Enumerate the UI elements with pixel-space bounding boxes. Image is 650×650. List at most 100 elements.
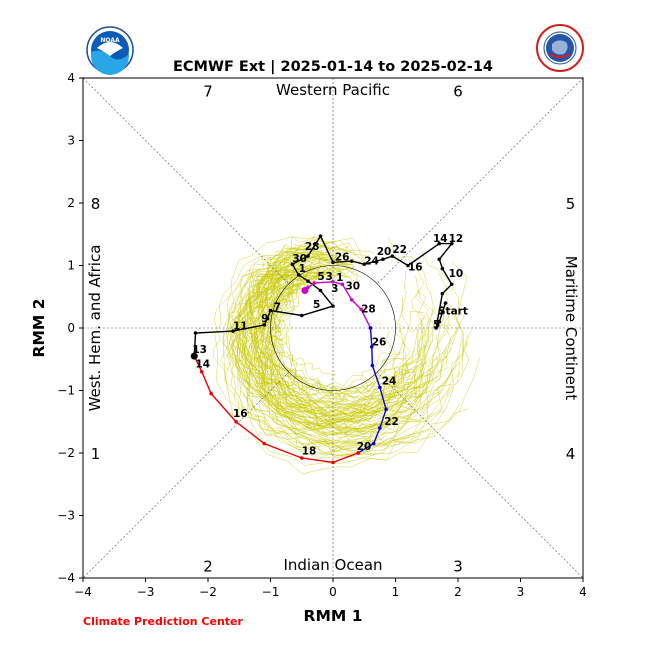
- x-tick-label: −1: [262, 585, 280, 599]
- series-point: [378, 385, 382, 390]
- phase-number-label: 8: [91, 195, 101, 213]
- series-point: [290, 262, 295, 267]
- ensemble-spaghetti: [212, 235, 480, 475]
- phase-number-label: 3: [453, 558, 463, 576]
- series-point: [390, 254, 395, 258]
- day-label: 10: [449, 268, 464, 280]
- series-point: [234, 419, 238, 424]
- trajectory-series: [190, 234, 454, 465]
- day-label: 16: [233, 408, 248, 420]
- unit-circle: [270, 265, 396, 391]
- forecast-start-marker: [301, 287, 309, 294]
- ensemble-member: [237, 244, 421, 452]
- series-point: [318, 288, 323, 293]
- ensemble-member: [227, 237, 430, 455]
- series-point: [349, 298, 354, 302]
- region-label-left: West. Hem. and Africa: [86, 245, 104, 412]
- ensemble-member: [223, 252, 480, 461]
- y-tick-label: 4: [67, 71, 75, 85]
- ensemble-member: [270, 276, 426, 396]
- region-label-top: Western Pacific: [276, 81, 390, 99]
- series-point: [362, 262, 367, 267]
- day-label: 16: [408, 262, 423, 274]
- day-label: 7: [274, 302, 281, 314]
- day-label: 20: [377, 246, 392, 258]
- ensemble-member: [236, 262, 468, 448]
- series-point: [440, 291, 445, 296]
- ensemble-member: [244, 262, 410, 417]
- diagonal-line: [376, 77, 584, 285]
- x-tick-label: 1: [392, 585, 400, 599]
- phase-number-label: 5: [566, 195, 576, 213]
- series-point: [434, 326, 438, 330]
- x-tick-label: 3: [517, 585, 525, 599]
- y-tick-label: −3: [57, 509, 75, 523]
- series-point: [449, 282, 454, 287]
- region-labels: Western Pacific Indian Ocean West. Hem. an…: [86, 81, 580, 574]
- day-label: 1: [336, 272, 343, 284]
- day-label: 5: [313, 299, 320, 311]
- ensemble-member: [214, 235, 469, 466]
- series-point: [437, 241, 442, 246]
- ensemble-member: [248, 270, 429, 430]
- ensemble-member: [222, 245, 468, 455]
- y-tick-label: −1: [57, 384, 75, 398]
- ensemble-member: [239, 262, 460, 439]
- day-label: 18: [302, 445, 317, 457]
- day-label: 26: [372, 337, 387, 349]
- ensemble-member: [233, 255, 447, 424]
- forecast-segment-red: [193, 355, 359, 464]
- noaa-logo: NOAA: [86, 26, 134, 75]
- day-label: 9: [261, 313, 268, 325]
- series-point: [406, 263, 410, 268]
- ensemble-member: [254, 257, 402, 412]
- y-tick-label: 0: [67, 321, 75, 335]
- day-label: 26: [335, 252, 350, 264]
- day-label: 20: [357, 441, 372, 453]
- phase-number-labels: 7 68 51 42 3: [91, 83, 576, 576]
- ensemble-member: [229, 242, 422, 424]
- credit-text: Climate Prediction Center: [83, 615, 243, 628]
- day-label: 13: [192, 344, 207, 356]
- series-point: [370, 363, 375, 368]
- day-label: 5: [433, 319, 440, 331]
- phase-number-label: 1: [91, 445, 101, 463]
- phase-guides: [82, 77, 584, 579]
- day-label: 14: [433, 233, 448, 245]
- day-label: 5: [317, 271, 324, 283]
- ensemble-member: [248, 251, 395, 435]
- y-tick-label: −2: [57, 446, 75, 460]
- phase-number-label: 6: [453, 83, 463, 101]
- x-tick-label: 4: [579, 585, 587, 599]
- series-point: [262, 323, 267, 327]
- series-point: [359, 307, 363, 312]
- x-tick-label: −3: [137, 585, 155, 599]
- nws-logo: [536, 24, 584, 72]
- region-label-bottom: Indian Ocean: [283, 556, 382, 574]
- ensemble-member: [268, 274, 434, 405]
- diagonal-line: [376, 371, 584, 579]
- series-point: [331, 304, 335, 308]
- series-point: [265, 316, 270, 321]
- day-label: 28: [361, 303, 376, 315]
- series-point: [199, 369, 204, 374]
- day-label: 22: [384, 416, 399, 428]
- series-point: [384, 407, 388, 412]
- series-point: [318, 234, 323, 238]
- series-point: [368, 326, 373, 330]
- day-label: 28: [305, 241, 320, 253]
- series-point: [331, 279, 335, 284]
- ensemble-member: [235, 246, 464, 438]
- series-point: [356, 451, 360, 455]
- series-point: [331, 260, 335, 265]
- series-point: [369, 344, 374, 349]
- series-point: [299, 456, 304, 460]
- day-label: 24: [382, 375, 397, 387]
- series-point: [306, 279, 310, 283]
- ensemble-member: [226, 249, 370, 448]
- observed-end-marker: [190, 352, 198, 360]
